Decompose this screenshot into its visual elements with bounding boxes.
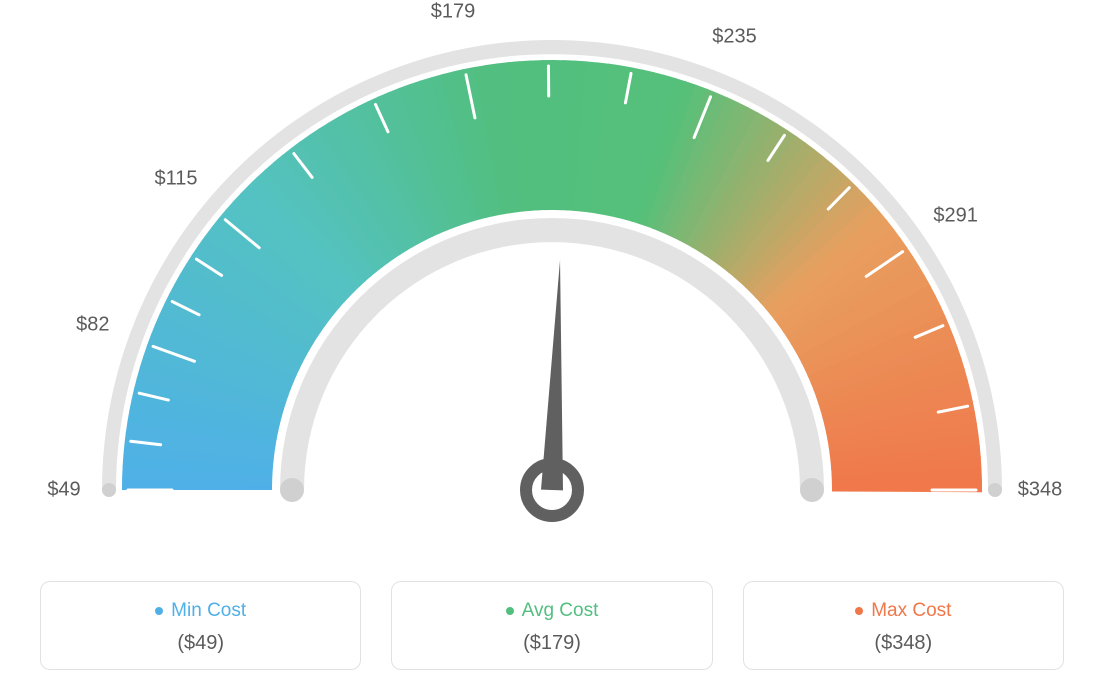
legend-title: Avg Cost <box>506 600 599 622</box>
legend-title-text: Min Cost <box>171 600 246 622</box>
scale-label: $115 <box>154 167 197 190</box>
needle <box>541 260 563 490</box>
frame-cap <box>800 478 824 502</box>
scale-label: $49 <box>47 479 80 502</box>
legend-card: Max Cost ($348) <box>743 581 1064 670</box>
scale-label: $82 <box>76 313 109 336</box>
legend-value: ($49) <box>51 632 350 655</box>
legend-value: ($179) <box>402 632 701 655</box>
legend-title: Min Cost <box>155 600 246 622</box>
legend-row: Min Cost ($49) Avg Cost ($179) Max Cost ($348… <box>40 581 1064 670</box>
frame-cap <box>988 483 1002 497</box>
frame-cap <box>102 483 116 497</box>
scale-label: $179 <box>431 1 476 24</box>
legend-card: Min Cost ($49) <box>40 581 361 670</box>
scale-label: $348 <box>1018 479 1063 502</box>
gauge-svg <box>0 0 1104 560</box>
legend-value: ($348) <box>754 632 1053 655</box>
cost-gauge-chart: $49 $82 $115 $179 $235 $291 $348 Min Cost ($49)… <box>0 0 1104 690</box>
bullet-icon <box>506 607 514 615</box>
frame-cap <box>280 478 304 502</box>
scale-label: $291 <box>933 204 978 227</box>
legend-title-text: Max Cost <box>871 600 951 622</box>
bullet-icon <box>855 607 863 615</box>
scale-label: $235 <box>712 26 757 49</box>
legend-title-text: Avg Cost <box>522 600 599 622</box>
bullet-icon <box>155 607 163 615</box>
gauge-area: $49 $82 $115 $179 $235 $291 $348 <box>0 0 1104 560</box>
legend-card: Avg Cost ($179) <box>391 581 712 670</box>
legend-title: Max Cost <box>855 600 951 622</box>
